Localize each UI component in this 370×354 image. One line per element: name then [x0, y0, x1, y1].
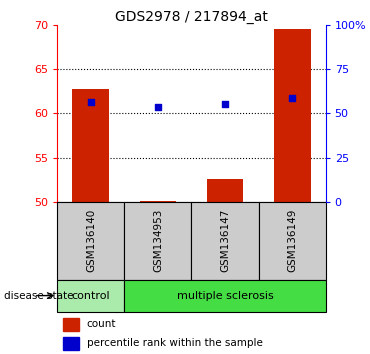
Point — [222, 101, 228, 106]
Bar — [259, 202, 326, 280]
Text: percentile rank within the sample: percentile rank within the sample — [87, 338, 263, 348]
Bar — [124, 280, 326, 312]
Bar — [124, 202, 192, 280]
Bar — [274, 29, 310, 202]
Bar — [57, 202, 124, 280]
Bar — [73, 88, 109, 202]
Text: disease state: disease state — [4, 291, 73, 301]
Title: GDS2978 / 217894_at: GDS2978 / 217894_at — [115, 10, 268, 24]
Text: GSM134953: GSM134953 — [153, 209, 163, 273]
Bar — [63, 318, 79, 331]
Text: control: control — [71, 291, 110, 301]
Bar — [63, 337, 79, 350]
Text: GSM136140: GSM136140 — [86, 209, 96, 272]
Point — [155, 104, 161, 110]
Text: GSM136147: GSM136147 — [220, 209, 230, 273]
Bar — [192, 202, 259, 280]
Text: GSM136149: GSM136149 — [287, 209, 297, 273]
Bar — [139, 201, 176, 202]
Point — [88, 99, 94, 105]
Text: count: count — [87, 319, 116, 329]
Point — [289, 96, 295, 101]
Bar — [57, 280, 124, 312]
Bar — [206, 179, 243, 202]
Text: multiple sclerosis: multiple sclerosis — [176, 291, 273, 301]
